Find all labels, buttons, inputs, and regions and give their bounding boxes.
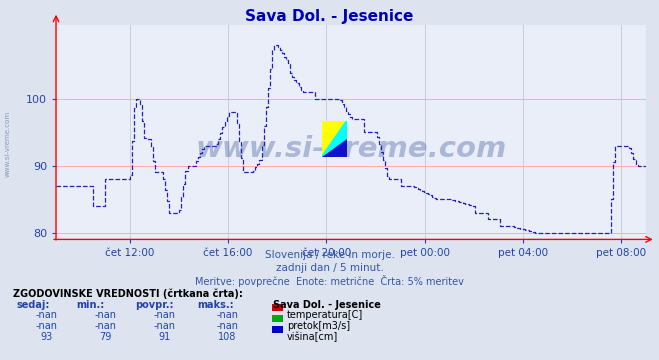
Text: 93: 93: [40, 332, 52, 342]
Text: -nan: -nan: [94, 310, 117, 320]
Text: -nan: -nan: [35, 321, 57, 331]
Text: zadnji dan / 5 minut.: zadnji dan / 5 minut.: [275, 263, 384, 273]
Text: -nan: -nan: [94, 321, 117, 331]
Text: 79: 79: [100, 332, 111, 342]
Text: 108: 108: [218, 332, 237, 342]
Text: maks.:: maks.:: [198, 300, 235, 310]
Text: -nan: -nan: [35, 310, 57, 320]
Text: -nan: -nan: [154, 321, 176, 331]
Text: Meritve: povprečne  Enote: metrične  Črta: 5% meritev: Meritve: povprečne Enote: metrične Črta:…: [195, 275, 464, 287]
Text: -nan: -nan: [216, 321, 239, 331]
Polygon shape: [322, 121, 347, 157]
Text: www.si-vreme.com: www.si-vreme.com: [195, 135, 507, 163]
Text: -nan: -nan: [154, 310, 176, 320]
Text: www.si-vreme.com: www.si-vreme.com: [5, 111, 11, 177]
Text: višina[cm]: višina[cm]: [287, 332, 338, 342]
Text: min.:: min.:: [76, 300, 104, 310]
Text: pretok[m3/s]: pretok[m3/s]: [287, 321, 350, 331]
Text: Slovenija / reke in morje.: Slovenija / reke in morje.: [264, 250, 395, 260]
Polygon shape: [322, 121, 347, 157]
Text: -nan: -nan: [216, 310, 239, 320]
Text: ZGODOVINSKE VREDNOSTI (črtkana črta):: ZGODOVINSKE VREDNOSTI (črtkana črta):: [13, 289, 243, 299]
Text: Sava Dol. - Jesenice: Sava Dol. - Jesenice: [273, 300, 382, 310]
Text: sedaj:: sedaj:: [16, 300, 50, 310]
Text: povpr.:: povpr.:: [135, 300, 173, 310]
Text: temperatura[C]: temperatura[C]: [287, 310, 363, 320]
Text: Sava Dol. - Jesenice: Sava Dol. - Jesenice: [245, 9, 414, 24]
Polygon shape: [322, 139, 347, 157]
Text: 91: 91: [159, 332, 171, 342]
